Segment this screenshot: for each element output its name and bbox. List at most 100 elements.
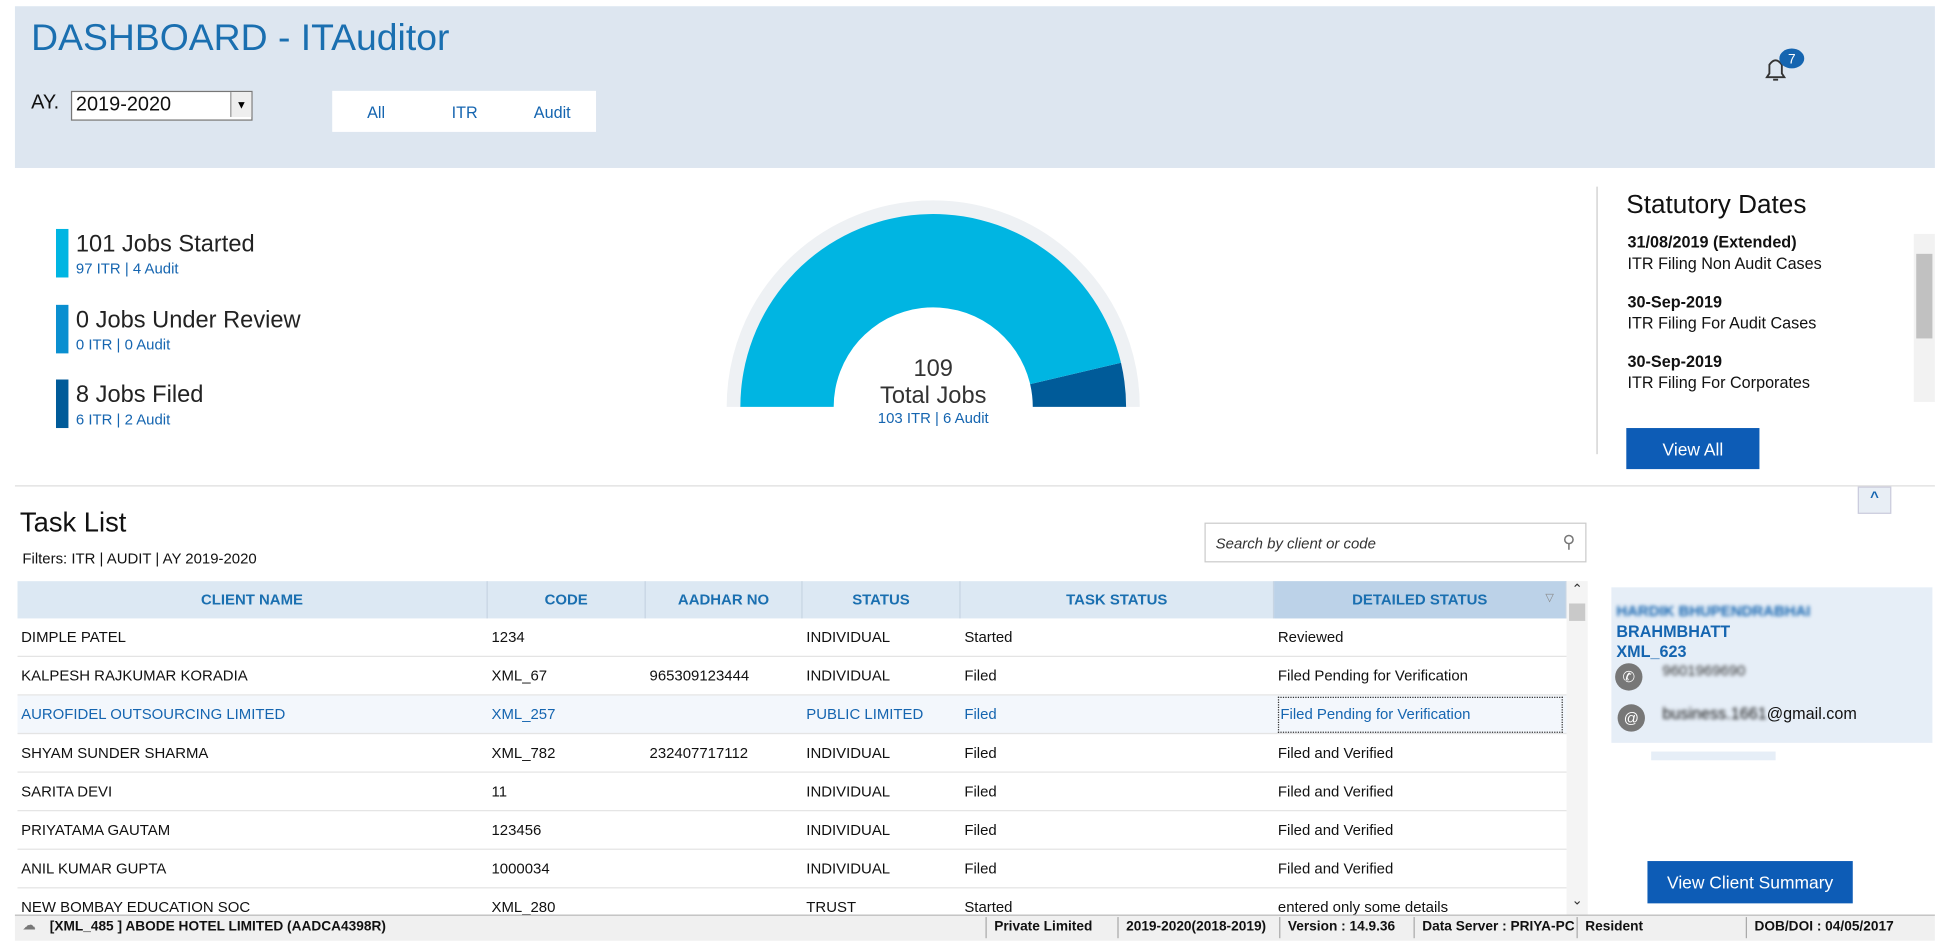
job-label: Jobs Started xyxy=(121,231,255,258)
table-row[interactable] xyxy=(17,850,1567,889)
tab[interactable]: All xyxy=(367,103,386,122)
scroll-down[interactable]: ⌄ xyxy=(1571,893,1584,909)
table-cell: SHYAM SUNDER SHARMA xyxy=(21,744,209,762)
scroll-thumb[interactable] xyxy=(1569,603,1586,621)
table-cell: XML_280 xyxy=(491,898,556,915)
table-cell: Filed xyxy=(964,859,997,878)
badge-count: 7 xyxy=(1788,51,1796,66)
search-box[interactable]: Search by client or code ⚲ xyxy=(1204,522,1587,563)
table-cell: Filed Pending for Verification xyxy=(1277,666,1468,685)
table-cell: Filed and Verified xyxy=(1277,821,1394,839)
column-header: DETAILED STATUS xyxy=(1274,581,1567,619)
job-bar xyxy=(55,304,69,354)
table-cell: AUROFIDEL OUTSOURCING LIMITED xyxy=(21,705,286,723)
due-date: 30-Sep-2019 xyxy=(1627,352,1722,371)
status-field: DOB/DOI : 04/05/2017 xyxy=(1745,917,1894,939)
table-cell: XML_67 xyxy=(491,666,548,685)
job-bar xyxy=(55,379,69,429)
ay-label: AY. xyxy=(31,92,60,114)
table-scrollbar[interactable]: ⌃ ⌄ xyxy=(1566,581,1588,915)
gauge-segment xyxy=(1030,362,1127,407)
due-description: ITR Filing For Corporates xyxy=(1627,373,1811,392)
notification-bell[interactable]: 7 xyxy=(1754,45,1816,95)
table-cell: INDIVIDUAL xyxy=(806,628,891,646)
status-field: 2019-2020(2018-2019) xyxy=(1117,917,1266,939)
column-header: CODE xyxy=(488,581,646,619)
gauge: 109 Total Jobs 103 ITR | 6 Audit xyxy=(726,200,1140,427)
table-cell: PRIYATAMA GAUTAM xyxy=(21,821,171,839)
view-all-button[interactable]: View All xyxy=(1626,428,1760,470)
scroll-up[interactable]: ⌃ xyxy=(1571,582,1584,598)
client-code: XML_623 xyxy=(1616,642,1687,661)
job-heading: 0 Jobs Under Review xyxy=(76,307,301,334)
table-row[interactable] xyxy=(17,773,1567,812)
job-label: Jobs Under Review xyxy=(95,307,301,334)
table-cell: Started xyxy=(964,898,1013,915)
table-cell: DIMPLE PATEL xyxy=(21,628,126,646)
table-cell: 123456 xyxy=(491,821,542,839)
table-cell: Filed and Verified xyxy=(1277,744,1394,762)
table-cell: XML_782 xyxy=(491,744,556,762)
table-row[interactable] xyxy=(17,734,1567,773)
table-cell: Filed xyxy=(964,782,997,801)
column-header: CLIENT NAME xyxy=(17,581,488,619)
gauge-segment xyxy=(740,214,1121,407)
job-heading: 8 Jobs Filed xyxy=(76,382,204,409)
email-icon: @ xyxy=(1617,704,1645,732)
job-count: 8 xyxy=(75,382,90,409)
client-name: BRAHMBHATT xyxy=(1616,622,1731,641)
status-bar xyxy=(14,914,1935,941)
table-cell: Filed xyxy=(964,705,997,723)
search-icon[interactable]: ⚲ xyxy=(1562,531,1576,552)
scroll-thumb[interactable] xyxy=(1916,253,1933,339)
job-detail: 97 ITR | 4 Audit xyxy=(75,260,179,278)
collapse-button[interactable]: ^ xyxy=(1857,486,1892,514)
table-cell: Started xyxy=(964,628,1013,646)
job-detail: 6 ITR | 2 Audit xyxy=(75,410,171,429)
table-cell: INDIVIDUAL xyxy=(806,859,891,878)
table-row[interactable] xyxy=(17,618,1567,657)
scrollbar[interactable] xyxy=(1913,233,1935,402)
table-cell: SARITA DEVI xyxy=(21,782,113,801)
table-row[interactable] xyxy=(17,695,1567,735)
table-cell: Filed xyxy=(964,666,997,685)
email-user: business.1661 xyxy=(1662,704,1767,723)
job-detail: 0 ITR | 0 Audit xyxy=(75,335,171,354)
table-row[interactable] xyxy=(17,811,1567,850)
tab[interactable]: ITR xyxy=(451,103,478,122)
bell-icon xyxy=(1765,59,1787,81)
view-client-summary-button[interactable]: View Client Summary xyxy=(1647,861,1853,904)
table-cell: Filed and Verified xyxy=(1277,782,1394,801)
job-count: 0 xyxy=(75,307,90,334)
underline xyxy=(1651,751,1776,761)
job-heading: 101 Jobs Started xyxy=(76,231,255,258)
table-cell: INDIVIDUAL xyxy=(806,666,891,685)
table-cell: 1234 xyxy=(491,628,525,646)
table-cell: 11 xyxy=(491,782,508,801)
table-cell: Reviewed xyxy=(1277,628,1344,646)
due-date: 30-Sep-2019 xyxy=(1627,292,1722,312)
divider xyxy=(1596,186,1598,455)
table-cell: Filed and Verified xyxy=(1277,859,1394,878)
client-phone: 9601969690 xyxy=(1662,661,1746,680)
badge xyxy=(1779,48,1805,69)
status-field: Version : 14.9.36 xyxy=(1279,917,1395,939)
due-date: 31/08/2019 (Extended) xyxy=(1627,232,1797,252)
table-cell: XML_257 xyxy=(491,705,556,723)
job-label: Jobs Filed xyxy=(95,382,204,409)
table-cell: Filed xyxy=(964,821,997,839)
status-field: Data Server : PRIYA-PC xyxy=(1413,917,1575,939)
task-title: Task List xyxy=(19,506,127,538)
task-table: CLIENT NAME CODE AADHAR NO STATUS TASK STATU… xyxy=(17,581,1567,915)
table-cell: 1000034 xyxy=(491,859,550,878)
column-header: AADHAR NO xyxy=(646,581,803,619)
table-row[interactable] xyxy=(17,657,1567,696)
statutory-title: Statutory Dates xyxy=(1626,190,1807,219)
table-cell: INDIVIDUAL xyxy=(806,821,891,839)
tab[interactable]: Audit xyxy=(533,103,571,122)
table-cell: INDIVIDUAL xyxy=(806,782,891,801)
column-header: STATUS xyxy=(803,581,961,619)
dropdown-arrow[interactable]: ▼ xyxy=(230,92,252,117)
tab-bar xyxy=(332,90,597,132)
ay-select[interactable]: 2019-2020 ▼ xyxy=(70,90,253,121)
